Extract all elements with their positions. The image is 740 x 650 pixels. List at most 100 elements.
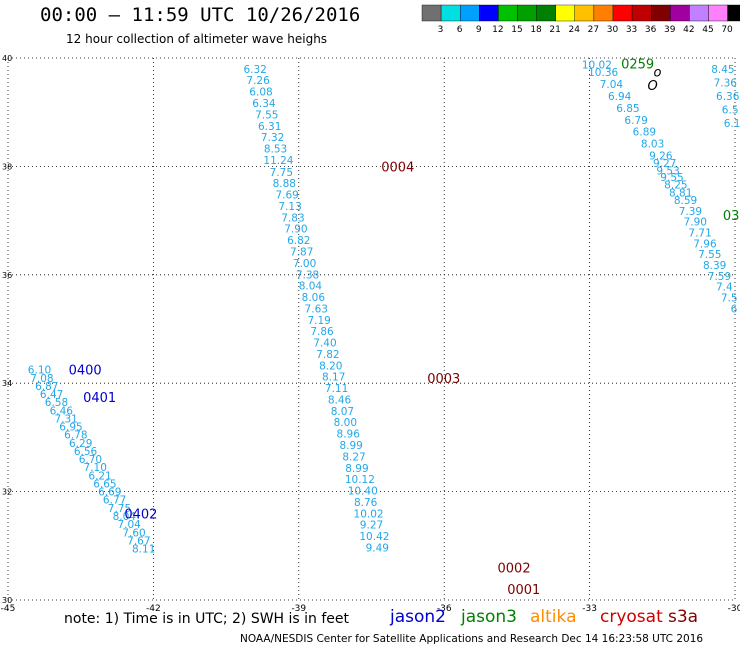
wave-height-point: 8.27 <box>342 451 365 463</box>
time-label: 0004 <box>381 160 414 175</box>
wave-height-point: 6.69 <box>98 487 121 499</box>
wave-height-point: 8.25 <box>664 179 687 191</box>
wave-height-point: 8.99 <box>339 440 362 452</box>
island-marker: O <box>647 79 657 94</box>
wave-height-point: 8.03 <box>641 139 664 151</box>
wave-height-point: 6.95 <box>59 422 82 434</box>
wave-height-point: 7.75 <box>108 503 131 515</box>
wave-height-point: 7.96 <box>693 238 717 250</box>
color-scale-label: 6 <box>457 25 463 35</box>
wave-height-point: 7.4 <box>716 282 733 294</box>
wave-height-point: 6.78 <box>64 430 87 442</box>
wave-height-point: 8.99 <box>345 463 368 475</box>
wave-height-point: 7.04 <box>600 79 624 91</box>
color-scale-label: 70 <box>721 25 733 35</box>
wave-height-point: 7.31 <box>54 413 77 425</box>
wave-height-point: 6.65 <box>93 478 116 490</box>
color-scale-label: 36 <box>645 25 657 35</box>
color-scale-label: 42 <box>683 25 694 35</box>
satellite-legend-s3a: s3a <box>668 607 699 627</box>
satellite-legend-cryosat: cryosat <box>600 607 663 627</box>
footer-note: note: 1) Time is in UTC; 2) SWH is in fe… <box>64 611 350 627</box>
time-label: 0401 <box>83 391 116 406</box>
wave-height-point: 10.42 <box>359 531 389 543</box>
wave-height-point: 8.53 <box>264 144 287 156</box>
wave-height-point: 7.00 <box>293 258 316 270</box>
wave-height-point: 7.69 <box>275 190 298 202</box>
wave-height-point: 6.89 <box>633 127 656 139</box>
wave-height-point: 6.79 <box>624 115 647 127</box>
wave-height-point: 7.67 <box>127 535 150 547</box>
satellite-legend-jason3: jason3 <box>461 607 517 627</box>
wave-height-point: 7.55 <box>255 109 278 121</box>
wave-height-point: 10.02 <box>354 508 384 520</box>
wave-height-point: 9.55 <box>660 172 683 184</box>
wave-height-point: 6.47 <box>40 389 63 401</box>
wave-height-point: 9.26 <box>649 151 673 163</box>
color-scale-label: 18 <box>530 25 542 35</box>
wave-height-point: 7.82 <box>316 349 339 361</box>
color-scale-label: 45 <box>702 25 713 35</box>
x-tick-label: -33 <box>582 604 597 614</box>
wave-height-point: 7.90 <box>284 224 307 236</box>
wave-height-point: 7.75 <box>270 167 293 179</box>
y-tick-label: 32 <box>2 488 12 497</box>
time-label: 0003 <box>427 372 460 387</box>
wave-height-point: 7.71 <box>688 228 711 240</box>
wave-height-point: 10.40 <box>348 486 378 498</box>
y-tick-label: 36 <box>2 271 12 280</box>
wave-height-point: 7.32 <box>261 132 284 144</box>
wave-height-point: 8.39 <box>703 260 726 272</box>
chart-title: 00:00 – 11:59 UTC 10/26/2016 <box>40 4 361 26</box>
color-scale-label: 24 <box>569 25 581 35</box>
time-label: 0400 <box>69 364 102 379</box>
wave-height-point: 6.58 <box>45 397 68 409</box>
time-label: 0002 <box>498 561 531 576</box>
y-tick-label: 40 <box>2 54 12 63</box>
color-scale-swatch <box>727 4 740 22</box>
wave-height-point: 7.55 <box>698 249 721 261</box>
wave-height-point: 6.46 <box>50 405 74 417</box>
wave-height-point: 8.04 <box>113 511 137 523</box>
wave-height-point: 7.83 <box>281 212 304 224</box>
time-label: 0259 <box>621 57 654 72</box>
wave-height-point: 6.36 <box>716 91 740 103</box>
wave-height-point: 8.20 <box>319 360 342 372</box>
wave-height-point: 6.34 <box>252 98 276 110</box>
wave-height-point: 7.87 <box>290 246 313 258</box>
wave-height-point: 8.45 <box>711 64 734 76</box>
wave-height-point: 7.60 <box>122 527 145 539</box>
y-tick-label: 34 <box>2 379 12 388</box>
wave-height-point: 6.77 <box>103 495 126 507</box>
color-scale-label: 30 <box>607 25 619 35</box>
wave-height-point: 7.38 <box>296 269 319 281</box>
wave-height-point: 8.11 <box>132 544 155 556</box>
color-scale-label: 9 <box>476 25 482 35</box>
x-tick-label: -45 <box>1 604 16 614</box>
y-tick-label: 30 <box>2 596 12 605</box>
wave-height-point: 8.46 <box>328 394 352 406</box>
wave-height-point: 6.85 <box>616 103 639 115</box>
wave-height-point: 10.12 <box>345 474 375 486</box>
color-scale-label: 33 <box>626 25 637 35</box>
wave-height-point: 6.94 <box>608 91 632 103</box>
wave-height-point: 7.63 <box>305 303 328 315</box>
wave-height-point: 8.88 <box>273 178 296 190</box>
wave-height-point: 6.87 <box>35 381 58 393</box>
color-scale-label: 21 <box>549 25 560 35</box>
satellite-legend-altika: altika <box>530 607 577 627</box>
wave-height-point: 6.5 <box>722 104 739 116</box>
wave-height-point: 8.07 <box>331 406 354 418</box>
wave-height-point: 6.29 <box>69 438 92 450</box>
x-tick-label: -39 <box>291 604 306 614</box>
y-tick-label: 38 <box>2 162 12 171</box>
wave-height-point: 6.1 <box>724 118 740 130</box>
color-scale-label: 15 <box>511 25 522 35</box>
wave-height-point: 8.04 <box>299 281 323 293</box>
wave-height-point: 6.31 <box>258 121 281 133</box>
color-scale-label: 12 <box>492 25 503 35</box>
wave-height-point: 8.81 <box>669 187 692 199</box>
